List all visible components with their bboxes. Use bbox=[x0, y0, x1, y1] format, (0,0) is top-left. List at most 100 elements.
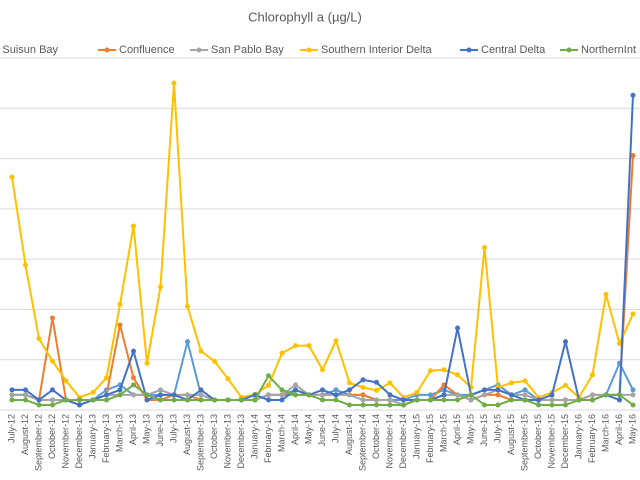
data-point bbox=[50, 397, 55, 403]
data-point bbox=[401, 397, 406, 403]
x-tick-label: December-14 bbox=[398, 414, 408, 469]
data-point bbox=[549, 402, 555, 408]
data-point bbox=[252, 397, 258, 403]
data-point bbox=[9, 392, 15, 398]
x-tick-label: February-13 bbox=[101, 414, 111, 463]
data-point bbox=[266, 392, 271, 398]
data-point bbox=[617, 397, 622, 403]
data-point bbox=[185, 303, 190, 309]
x-tick-label: August-14 bbox=[344, 414, 354, 455]
x-tick-label: April-15 bbox=[452, 414, 462, 445]
data-point bbox=[630, 402, 636, 408]
data-point bbox=[563, 382, 568, 388]
data-point bbox=[23, 262, 28, 268]
data-point bbox=[36, 402, 42, 408]
data-point bbox=[50, 387, 55, 393]
x-tick-label: June-15 bbox=[479, 414, 489, 447]
legend-marker bbox=[566, 47, 572, 53]
data-point bbox=[549, 392, 555, 398]
legend-marker bbox=[104, 47, 110, 53]
x-tick-label: September-15 bbox=[519, 414, 529, 471]
data-point bbox=[590, 372, 595, 378]
x-tick-label: September-14 bbox=[357, 414, 367, 471]
data-point bbox=[212, 397, 217, 403]
data-point bbox=[360, 384, 366, 390]
data-point bbox=[293, 387, 298, 393]
x-tick-label: March-16 bbox=[600, 414, 610, 452]
data-point bbox=[279, 387, 285, 393]
x-tick-label: February-16 bbox=[587, 414, 597, 463]
x-tick-label: January-15 bbox=[411, 414, 421, 459]
data-point bbox=[509, 397, 514, 403]
data-point bbox=[77, 402, 82, 408]
data-point bbox=[144, 360, 150, 366]
data-point bbox=[63, 397, 69, 403]
data-point bbox=[617, 341, 622, 347]
data-point bbox=[374, 402, 379, 408]
x-tick-label: June-13 bbox=[155, 414, 165, 447]
data-point bbox=[522, 397, 528, 403]
data-point bbox=[131, 223, 136, 229]
data-point bbox=[306, 343, 312, 349]
data-point bbox=[576, 397, 582, 403]
data-point bbox=[495, 402, 501, 408]
data-point bbox=[158, 392, 163, 398]
data-point bbox=[185, 392, 190, 398]
data-point bbox=[522, 392, 528, 398]
data-point bbox=[212, 358, 217, 364]
data-point bbox=[117, 301, 123, 307]
data-point bbox=[482, 392, 487, 398]
data-point bbox=[131, 348, 136, 354]
data-point bbox=[239, 397, 244, 403]
data-point bbox=[225, 397, 231, 403]
data-point bbox=[536, 402, 541, 408]
data-point bbox=[414, 389, 420, 395]
x-tick-label: January-16 bbox=[573, 414, 583, 459]
data-point bbox=[630, 92, 636, 98]
legend-label: NorthernInt bbox=[581, 44, 636, 56]
x-tick-label: May-14 bbox=[303, 414, 313, 444]
data-point bbox=[522, 387, 528, 393]
data-point bbox=[131, 392, 136, 398]
data-point bbox=[374, 379, 379, 385]
data-point bbox=[360, 402, 366, 408]
x-tick-label: March-14 bbox=[276, 414, 286, 452]
data-point bbox=[468, 397, 474, 403]
data-point bbox=[90, 389, 96, 395]
x-tick-label: October-13 bbox=[209, 414, 219, 459]
x-tick-label: July-14 bbox=[330, 414, 340, 443]
data-point bbox=[9, 174, 15, 180]
data-point bbox=[347, 392, 352, 398]
data-point bbox=[23, 392, 28, 398]
x-tick-label: November-12 bbox=[60, 414, 70, 469]
x-tick-label: May-13 bbox=[141, 414, 151, 444]
data-point bbox=[104, 375, 109, 381]
x-tick-label: September-13 bbox=[195, 414, 205, 471]
data-point bbox=[549, 397, 555, 403]
data-point bbox=[347, 402, 352, 408]
data-point bbox=[36, 336, 42, 342]
data-point bbox=[117, 392, 123, 398]
x-tick-label: November-14 bbox=[384, 414, 394, 469]
data-point bbox=[428, 368, 433, 374]
data-point bbox=[320, 367, 325, 373]
data-point bbox=[414, 397, 420, 403]
data-point bbox=[279, 397, 285, 403]
data-point bbox=[482, 245, 487, 251]
data-point bbox=[360, 377, 366, 383]
data-point bbox=[63, 378, 69, 384]
data-point bbox=[630, 387, 636, 393]
x-tick-label: May-16 bbox=[627, 414, 637, 444]
data-point bbox=[428, 397, 433, 403]
data-point bbox=[590, 397, 595, 403]
data-point bbox=[293, 392, 298, 398]
data-point bbox=[563, 397, 568, 403]
chart-title: Chlorophyll a (µg/L) bbox=[248, 9, 362, 24]
data-point bbox=[90, 397, 96, 403]
data-point bbox=[495, 392, 501, 398]
data-point bbox=[198, 392, 204, 398]
data-point bbox=[387, 397, 393, 403]
data-point bbox=[198, 348, 204, 354]
x-tick-label: February-14 bbox=[263, 414, 273, 463]
